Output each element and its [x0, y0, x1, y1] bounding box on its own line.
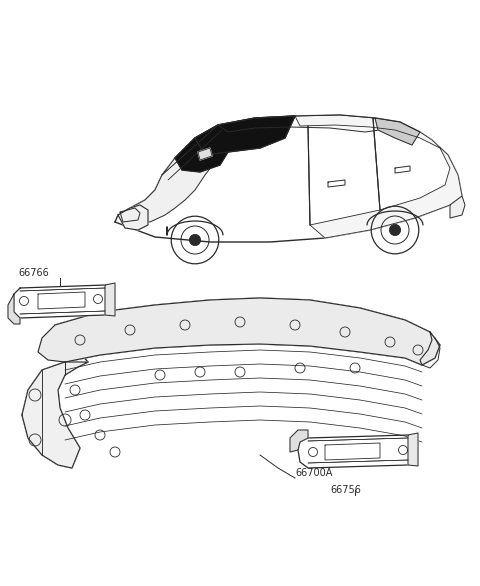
Polygon shape: [198, 148, 212, 160]
Polygon shape: [290, 430, 308, 452]
Polygon shape: [14, 285, 112, 318]
Text: 66766: 66766: [18, 268, 49, 278]
Polygon shape: [118, 205, 148, 230]
Polygon shape: [298, 435, 415, 468]
Polygon shape: [22, 298, 440, 468]
Text: 66700A: 66700A: [295, 468, 332, 478]
Polygon shape: [38, 298, 440, 365]
Polygon shape: [218, 115, 380, 132]
Polygon shape: [375, 118, 420, 145]
Polygon shape: [295, 115, 462, 238]
Polygon shape: [105, 283, 115, 316]
Circle shape: [389, 224, 401, 236]
Text: 66756: 66756: [330, 485, 361, 495]
Polygon shape: [420, 332, 440, 365]
Polygon shape: [195, 116, 295, 155]
Polygon shape: [175, 138, 228, 172]
Circle shape: [190, 234, 201, 246]
Polygon shape: [408, 433, 418, 466]
Polygon shape: [8, 294, 20, 324]
Polygon shape: [118, 125, 230, 222]
Polygon shape: [115, 115, 462, 242]
Polygon shape: [450, 196, 465, 218]
Polygon shape: [22, 362, 88, 468]
